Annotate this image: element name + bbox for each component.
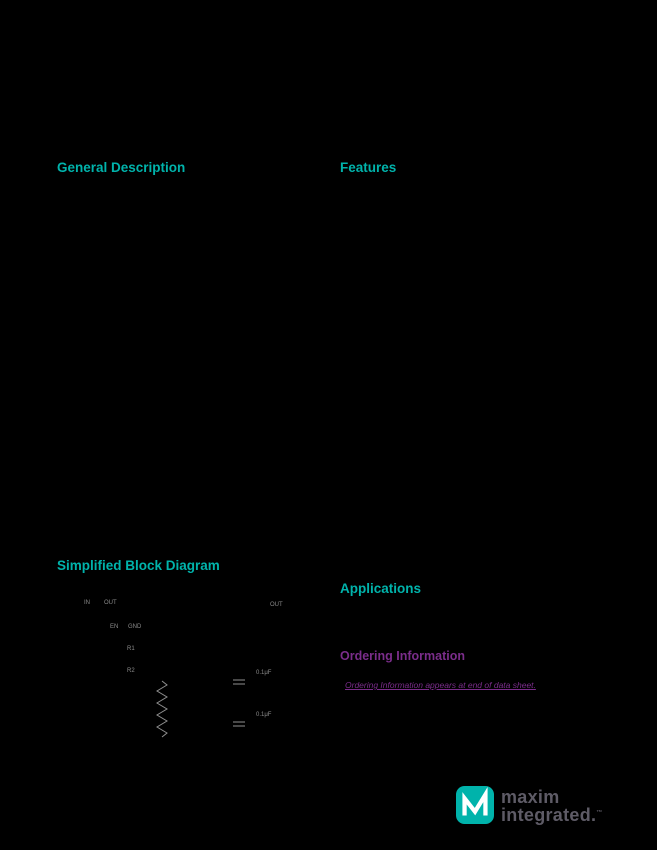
diagram-symbols: [156, 679, 245, 738]
trademark-symbol: ™: [596, 810, 603, 816]
diagram-pin-label: OUT: [104, 600, 117, 606]
logo-word-integrated: integrated.: [501, 805, 597, 825]
ordering-information-link[interactable]: Ordering Information appears at end of d…: [345, 680, 536, 690]
diagram-pin-label: EN: [110, 624, 119, 630]
section-heading-general-description: General Description: [57, 160, 186, 175]
section-heading-features: Features: [340, 160, 397, 175]
resistor-icon: [156, 680, 168, 738]
diagram-resistor-label: R1: [127, 646, 135, 652]
maxim-logo: maxim integrated.™: [456, 786, 603, 824]
diagram-resistor-label: R2: [127, 668, 135, 674]
diagram-pin-label: GND: [128, 624, 142, 630]
section-heading-ordering-information: Ordering Information: [340, 649, 465, 663]
diagram-pin-label: OUT: [270, 602, 283, 608]
section-heading-simplified-block-diagram: Simplified Block Diagram: [57, 558, 220, 573]
maxim-logo-icon: [456, 786, 494, 824]
diagram-capacitor-label: 0.1μF: [256, 712, 272, 718]
maxim-logo-text: maxim integrated.™: [501, 786, 603, 825]
diagram-pin-label: IN: [84, 600, 90, 606]
capacitor-icon: [233, 679, 245, 685]
capacitor-icon: [233, 721, 245, 727]
logo-word-maxim: maxim: [501, 787, 560, 807]
section-heading-applications: Applications: [340, 581, 422, 596]
diagram-capacitor-label: 0.1μF: [256, 670, 272, 676]
